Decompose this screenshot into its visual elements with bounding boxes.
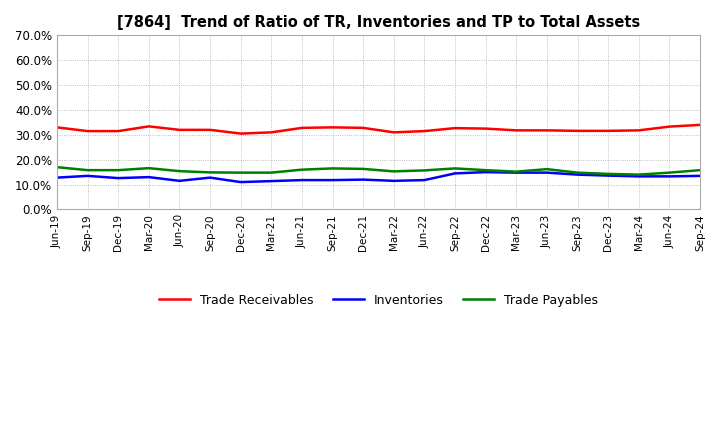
Inventories — [390, 178, 398, 183]
Trade Payables — [114, 168, 122, 173]
Trade Receivables — [297, 125, 306, 131]
Trade Payables — [543, 166, 552, 172]
Trade Payables — [175, 169, 184, 174]
Inventories — [328, 177, 337, 183]
Trade Receivables — [696, 122, 704, 128]
Inventories — [573, 172, 582, 177]
Trade Payables — [696, 168, 704, 173]
Inventories — [634, 174, 643, 179]
Trade Payables — [206, 170, 215, 175]
Inventories — [665, 174, 674, 179]
Inventories — [267, 179, 276, 184]
Inventories — [604, 173, 613, 178]
Trade Payables — [359, 166, 367, 172]
Line: Inventories: Inventories — [57, 172, 700, 182]
Trade Receivables — [512, 128, 521, 133]
Trade Payables — [482, 168, 490, 173]
Trade Receivables — [634, 128, 643, 133]
Trade Payables — [267, 170, 276, 175]
Legend: Trade Receivables, Inventories, Trade Payables: Trade Receivables, Inventories, Trade Pa… — [154, 289, 603, 312]
Inventories — [175, 178, 184, 183]
Inventories — [114, 176, 122, 181]
Inventories — [145, 175, 153, 180]
Inventories — [482, 169, 490, 175]
Trade Receivables — [390, 130, 398, 135]
Trade Payables — [634, 172, 643, 177]
Trade Payables — [84, 168, 92, 173]
Trade Receivables — [84, 128, 92, 134]
Title: [7864]  Trend of Ratio of TR, Inventories and TP to Total Assets: [7864] Trend of Ratio of TR, Inventories… — [117, 15, 640, 30]
Trade Receivables — [451, 125, 459, 131]
Line: Trade Receivables: Trade Receivables — [57, 125, 700, 134]
Trade Payables — [665, 170, 674, 175]
Inventories — [206, 175, 215, 180]
Inventories — [696, 173, 704, 179]
Trade Payables — [236, 170, 245, 175]
Trade Receivables — [236, 131, 245, 136]
Trade Payables — [297, 167, 306, 172]
Trade Receivables — [53, 125, 61, 130]
Trade Receivables — [114, 128, 122, 134]
Trade Receivables — [206, 127, 215, 132]
Trade Payables — [604, 171, 613, 176]
Trade Receivables — [145, 124, 153, 129]
Trade Receivables — [420, 128, 428, 134]
Trade Receivables — [665, 124, 674, 129]
Inventories — [543, 170, 552, 175]
Inventories — [53, 175, 61, 180]
Trade Payables — [328, 166, 337, 171]
Trade Payables — [451, 166, 459, 171]
Trade Payables — [390, 169, 398, 174]
Inventories — [236, 180, 245, 185]
Trade Receivables — [267, 130, 276, 135]
Inventories — [420, 177, 428, 183]
Trade Payables — [145, 165, 153, 171]
Trade Receivables — [482, 126, 490, 131]
Trade Payables — [573, 170, 582, 175]
Trade Payables — [53, 165, 61, 170]
Trade Payables — [420, 168, 428, 173]
Inventories — [84, 173, 92, 179]
Inventories — [297, 177, 306, 183]
Trade Receivables — [359, 125, 367, 131]
Trade Receivables — [328, 125, 337, 130]
Trade Receivables — [175, 127, 184, 132]
Inventories — [451, 171, 459, 176]
Inventories — [512, 170, 521, 175]
Inventories — [359, 177, 367, 182]
Trade Receivables — [604, 128, 613, 133]
Trade Receivables — [543, 128, 552, 133]
Line: Trade Payables: Trade Payables — [57, 167, 700, 175]
Trade Receivables — [573, 128, 582, 133]
Trade Payables — [512, 169, 521, 174]
